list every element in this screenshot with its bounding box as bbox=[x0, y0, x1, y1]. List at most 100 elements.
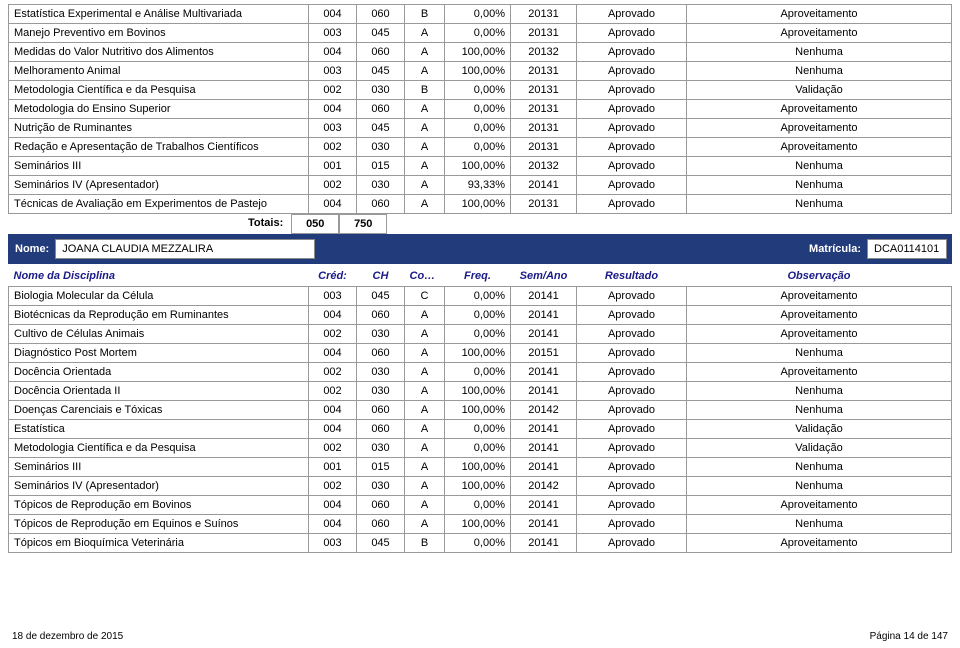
cell-freq: 100,00% bbox=[445, 43, 511, 62]
cell-res: Aprovado bbox=[577, 119, 687, 138]
cell-sem: 20131 bbox=[511, 24, 577, 43]
cell-name: Seminários III bbox=[9, 458, 309, 477]
cell-sem: 20142 bbox=[511, 401, 577, 420]
cell-name: Estatística bbox=[9, 420, 309, 439]
name-value: JOANA CLAUDIA MEZZALIRA bbox=[55, 239, 315, 259]
cell-res: Aprovado bbox=[577, 176, 687, 195]
cell-conc: A bbox=[405, 401, 445, 420]
cell-sem: 20141 bbox=[511, 176, 577, 195]
cell-freq: 0,00% bbox=[445, 138, 511, 157]
cell-ch: 060 bbox=[357, 195, 405, 214]
cell-res: Aprovado bbox=[577, 43, 687, 62]
table-row: Tópicos em Bioquímica Veterinária003045B… bbox=[9, 534, 952, 553]
table-row: Técnicas de Avaliação em Experimentos de… bbox=[9, 195, 952, 214]
table-row: Redação e Apresentação de Trabalhos Cien… bbox=[9, 138, 952, 157]
cell-name: Biologia Molecular da Célula bbox=[9, 287, 309, 306]
cell-name: Seminários III bbox=[9, 157, 309, 176]
cell-obs: Nenhuma bbox=[687, 176, 952, 195]
cell-res: Aprovado bbox=[577, 24, 687, 43]
transcript-table-2: Nome da Disciplina Créd: CH Conc. Freq. … bbox=[8, 264, 952, 553]
cell-ch: 060 bbox=[357, 344, 405, 363]
cell-freq: 100,00% bbox=[445, 344, 511, 363]
cell-sem: 20141 bbox=[511, 458, 577, 477]
cell-obs: Nenhuma bbox=[687, 477, 952, 496]
table-row: Estatística Experimental e Análise Multi… bbox=[9, 5, 952, 24]
cell-conc: A bbox=[405, 62, 445, 81]
cell-sem: 20141 bbox=[511, 496, 577, 515]
cell-cred: 004 bbox=[309, 420, 357, 439]
cell-obs: Aproveitamento bbox=[687, 363, 952, 382]
cell-res: Aprovado bbox=[577, 195, 687, 214]
cell-cred: 004 bbox=[309, 401, 357, 420]
cell-sem: 20131 bbox=[511, 62, 577, 81]
cell-obs: Validação bbox=[687, 439, 952, 458]
cell-sem: 20131 bbox=[511, 119, 577, 138]
cell-res: Aprovado bbox=[577, 420, 687, 439]
cell-name: Docência Orientada II bbox=[9, 382, 309, 401]
cell-name: Medidas do Valor Nutritivo dos Alimentos bbox=[9, 43, 309, 62]
cell-res: Aprovado bbox=[577, 5, 687, 24]
cell-freq: 0,00% bbox=[445, 119, 511, 138]
cell-cred: 003 bbox=[309, 62, 357, 81]
cell-freq: 0,00% bbox=[445, 287, 511, 306]
table-row: Tópicos de Reprodução em Equinos e Suíno… bbox=[9, 515, 952, 534]
table-row: Seminários IV (Apresentador)002030A93,33… bbox=[9, 176, 952, 195]
cell-cred: 001 bbox=[309, 458, 357, 477]
cell-conc: B bbox=[405, 534, 445, 553]
cell-name: Redação e Apresentação de Trabalhos Cien… bbox=[9, 138, 309, 157]
table-row: Biotécnicas da Reprodução em Ruminantes0… bbox=[9, 306, 952, 325]
cell-cred: 002 bbox=[309, 382, 357, 401]
cell-obs: Nenhuma bbox=[687, 157, 952, 176]
table-row: Metodologia Científica e da Pesquisa0020… bbox=[9, 81, 952, 100]
table-row: Docência Orientada II002030A100,00%20141… bbox=[9, 382, 952, 401]
table-row: Manejo Preventivo em Bovinos003045A0,00%… bbox=[9, 24, 952, 43]
cell-cred: 002 bbox=[309, 325, 357, 344]
cell-res: Aprovado bbox=[577, 325, 687, 344]
page-footer: 18 de dezembro de 2015 Página 14 de 147 bbox=[12, 631, 948, 642]
table-row: Biologia Molecular da Célula003045C0,00%… bbox=[9, 287, 952, 306]
table-row: Estatística004060A0,00%20141AprovadoVali… bbox=[9, 420, 952, 439]
cell-sem: 20142 bbox=[511, 477, 577, 496]
cell-ch: 060 bbox=[357, 401, 405, 420]
cell-obs: Nenhuma bbox=[687, 43, 952, 62]
cell-cred: 002 bbox=[309, 138, 357, 157]
cell-freq: 100,00% bbox=[445, 477, 511, 496]
cell-obs: Aproveitamento bbox=[687, 138, 952, 157]
footer-date: 18 de dezembro de 2015 bbox=[12, 631, 123, 642]
cell-res: Aprovado bbox=[577, 287, 687, 306]
cell-res: Aprovado bbox=[577, 157, 687, 176]
cell-ch: 030 bbox=[357, 439, 405, 458]
cell-sem: 20131 bbox=[511, 81, 577, 100]
cell-res: Aprovado bbox=[577, 81, 687, 100]
cell-name: Manejo Preventivo em Bovinos bbox=[9, 24, 309, 43]
cell-sem: 20131 bbox=[511, 5, 577, 24]
totals-cred: 050 bbox=[291, 214, 339, 234]
cell-sem: 20131 bbox=[511, 195, 577, 214]
cell-freq: 0,00% bbox=[445, 24, 511, 43]
cell-obs: Aproveitamento bbox=[687, 534, 952, 553]
cell-res: Aprovado bbox=[577, 100, 687, 119]
cell-ch: 060 bbox=[357, 496, 405, 515]
cell-freq: 93,33% bbox=[445, 176, 511, 195]
cell-res: Aprovado bbox=[577, 439, 687, 458]
cell-cred: 004 bbox=[309, 100, 357, 119]
cell-conc: A bbox=[405, 420, 445, 439]
cell-cred: 004 bbox=[309, 306, 357, 325]
cell-cred: 004 bbox=[309, 515, 357, 534]
cell-cred: 003 bbox=[309, 534, 357, 553]
cell-res: Aprovado bbox=[577, 382, 687, 401]
cell-ch: 060 bbox=[357, 306, 405, 325]
cell-res: Aprovado bbox=[577, 138, 687, 157]
cell-res: Aprovado bbox=[577, 62, 687, 81]
cell-freq: 100,00% bbox=[445, 382, 511, 401]
cell-sem: 20131 bbox=[511, 138, 577, 157]
cell-ch: 045 bbox=[357, 287, 405, 306]
cell-ch: 060 bbox=[357, 100, 405, 119]
cell-cred: 002 bbox=[309, 81, 357, 100]
cell-obs: Aproveitamento bbox=[687, 306, 952, 325]
cell-sem: 20141 bbox=[511, 515, 577, 534]
cell-name: Melhoramento Animal bbox=[9, 62, 309, 81]
cell-conc: A bbox=[405, 43, 445, 62]
cell-obs: Aproveitamento bbox=[687, 24, 952, 43]
cell-name: Doenças Carenciais e Tóxicas bbox=[9, 401, 309, 420]
